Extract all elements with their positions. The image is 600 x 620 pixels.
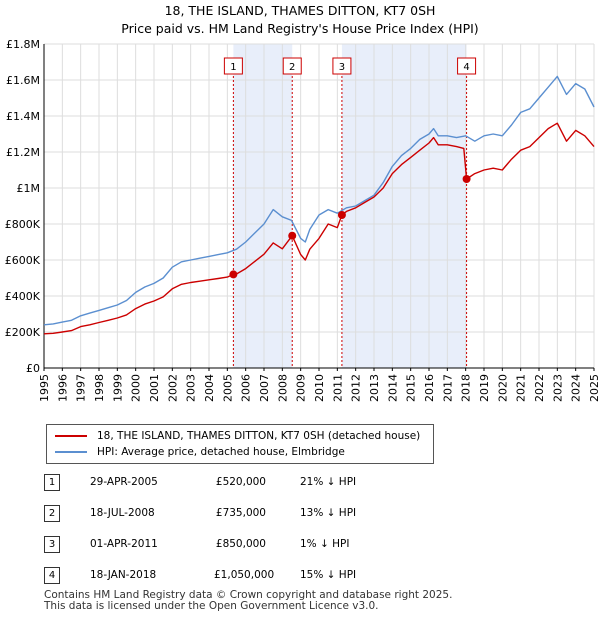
x-tick-label: 2020 [496,374,509,402]
y-tick-label: £1M [17,182,41,195]
x-tick-label: 2024 [570,374,583,402]
y-tick-label: £800K [5,218,41,231]
table-row: 2 18-JUL-2008 £735,000 13% ↓ HPI [44,505,384,523]
y-tick-label: £1.2M [6,146,40,159]
y-tick-label: £1.4M [6,110,40,123]
chart-title-block: 18, THE ISLAND, THAMES DITTON, KT7 0SH P… [0,2,600,38]
sale-point [288,231,297,240]
x-tick-label: 2022 [533,374,546,402]
y-tick-label: £1.6M [6,74,40,87]
legend-item-hpi: HPI: Average price, detached house, Elmb… [55,444,345,460]
chart-subtitle: Price paid vs. HM Land Registry's House … [121,21,479,36]
x-tick-label: 2017 [441,374,454,402]
legend-swatch-red [55,435,87,437]
transaction-price: £1,050,000 [214,569,275,581]
footer-copyright: Contains HM Land Registry data © Crown c… [44,589,453,601]
legend-label-hpi: HPI: Average price, detached house, Elmb… [97,446,345,458]
x-tick-label: 2011 [331,374,344,402]
x-tick-label: 2015 [405,374,418,402]
marker-label-box [457,57,477,75]
transaction-number: 1 [44,474,60,491]
transaction-date: 01-APR-2011 [90,538,158,550]
x-tick-label: 2023 [551,374,564,402]
transaction-price: £850,000 [215,538,266,550]
x-tick-label: 2004 [203,374,216,402]
transaction-number: 3 [44,536,60,553]
transaction-hpi-diff: 13% ↓ HPI [300,507,357,519]
property-price-line [43,122,595,335]
x-tick-label: 2008 [276,374,289,402]
transaction-date: 18-JUL-2008 [90,507,155,519]
x-tick-label: 2003 [185,374,198,402]
marker-label: 3 [339,62,345,73]
marker-label: 4 [463,62,469,73]
transaction-hpi-diff: 15% ↓ HPI [300,569,357,581]
transaction-hpi-diff: 21% ↓ HPI [300,476,357,488]
transaction-date: 29-APR-2005 [90,476,158,488]
table-row: 1 29-APR-2005 £520,000 21% ↓ HPI [44,474,384,492]
legend-swatch-blue [55,451,87,453]
legend-item-property: 18, THE ISLAND, THAMES DITTON, KT7 0SH (… [55,428,420,444]
x-tick-label: 2014 [386,374,399,402]
x-tick-label: 1996 [56,374,69,402]
legend-label-property: 18, THE ISLAND, THAMES DITTON, KT7 0SH (… [97,430,421,442]
x-tick-label: 2001 [148,374,161,402]
chart-title: 18, THE ISLAND, THAMES DITTON, KT7 0SH [164,3,436,18]
x-tick-label: 2009 [295,374,308,402]
x-tick-label: 2007 [258,374,271,402]
x-tick-label: 2006 [240,374,253,402]
y-tick-label: £600K [5,254,41,267]
x-tick-label: 2025 [588,374,600,402]
x-tick-label: 2002 [166,374,179,402]
x-tick-label: 2013 [368,374,381,402]
x-tick-label: 1999 [111,374,124,402]
sale-point [229,270,238,279]
x-tick-label: 1998 [93,374,106,402]
x-tick-label: 2012 [350,374,363,402]
shaded-band [341,44,467,368]
x-tick-label: 1995 [38,374,51,402]
x-tick-label: 2016 [423,374,436,402]
x-tick-label: 2005 [221,374,234,402]
marker-label-box [282,57,302,75]
x-tick-label: 2000 [130,374,143,402]
marker-label: 1 [230,62,236,73]
sale-point [337,211,346,219]
footer-licence: This data is licensed under the Open Gov… [44,600,379,612]
marker-label: 2 [289,62,295,73]
transaction-hpi-diff: 1% ↓ HPI [300,538,350,550]
x-tick-label: 2018 [460,374,473,402]
y-tick-label: £0 [26,362,40,375]
y-tick-label: £1.8M [6,38,40,51]
shaded-band [233,44,293,368]
table-row: 3 01-APR-2011 £850,000 1% ↓ HPI [44,536,384,554]
footer-attribution: Contains HM Land Registry data © Crown c… [44,590,452,612]
marker-label-box [332,57,352,75]
x-tick-label: 2021 [515,374,528,402]
sale-point [462,175,471,183]
transaction-number: 2 [44,505,60,522]
y-tick-label: £200K [5,326,41,339]
x-tick-label: 1997 [75,374,88,402]
transaction-price: £520,000 [215,476,266,488]
chart-legend: 18, THE ISLAND, THAMES DITTON, KT7 0SH (… [46,424,434,464]
hpi-line [43,75,595,326]
y-tick-label: £400K [5,290,41,303]
transaction-price: £735,000 [215,507,266,519]
transaction-number: 4 [44,567,60,584]
x-tick-label: 2019 [478,374,491,402]
transaction-date: 18-JAN-2018 [90,569,157,581]
price-chart: £0 £200K £400K £600K £800K £1M £1.2M £1.4M £1.6M… [5,38,600,402]
marker-label-box [223,57,243,75]
table-row: 4 18-JAN-2018 £1,050,000 15% ↓ HPI [44,567,384,585]
x-tick-label: 2010 [313,374,326,402]
